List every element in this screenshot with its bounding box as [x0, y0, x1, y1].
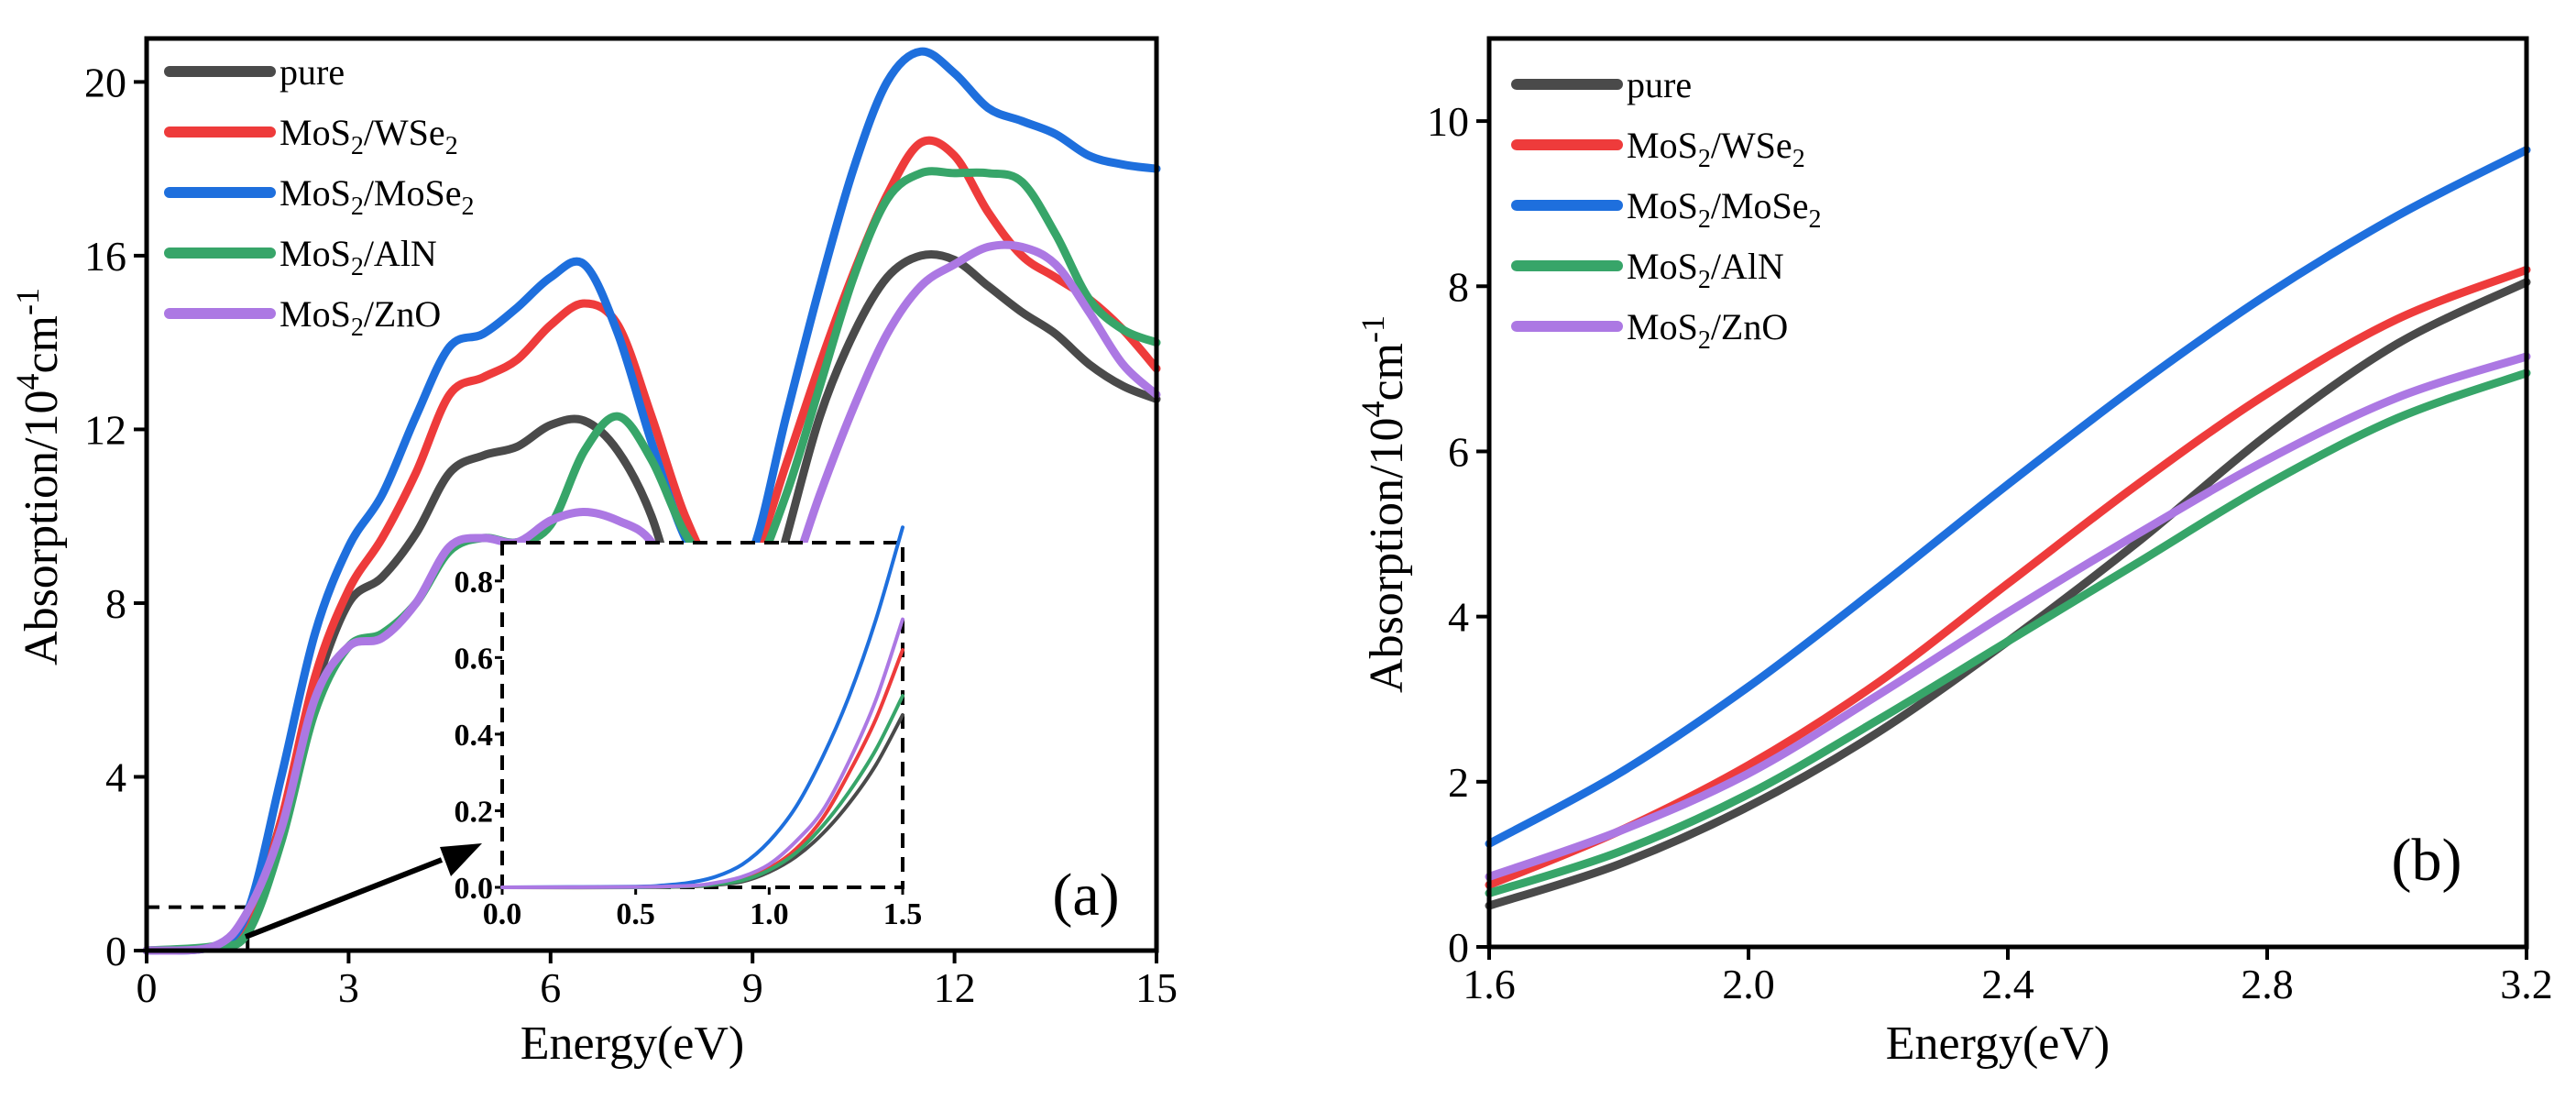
zoom-arrow-line	[244, 857, 444, 940]
inset-ytick-label: 0.6	[455, 642, 494, 676]
panel-a-xtick-label: 15	[1135, 964, 1178, 1011]
inset-xtick-label: 1.5	[883, 897, 923, 931]
ylabel-b-sup2: -1	[1354, 315, 1391, 343]
ylabel-b-unit: cm	[1361, 343, 1413, 402]
panel-a-ytick-label: 20	[84, 59, 126, 105]
panel-b-label: (b)	[2392, 827, 2462, 894]
panel-b-series	[1485, 146, 2531, 910]
inset-xtick-label: 0.0	[483, 897, 522, 931]
zoom-arrow-head	[440, 843, 482, 876]
panel-b-xtick-label: 2.4	[1981, 961, 2034, 1007]
panel-a-legend-label-aln: MoS2/AlN	[280, 233, 437, 281]
panel-b-frame	[1486, 36, 2529, 950]
panel-a-label: (a)	[1052, 862, 1119, 929]
panel-a-xtick-label: 9	[742, 964, 763, 1011]
panel-b-xtick-label: 2.0	[1722, 961, 1775, 1007]
inset-ytick-label: 0.2	[455, 795, 494, 829]
panel-b-xtick-label: 2.8	[2241, 961, 2294, 1007]
panel-b-line-mose2	[1485, 146, 2531, 848]
panel-b-xtick-label: 3.2	[2500, 961, 2553, 1007]
panel-a-xtick-label: 12	[934, 964, 976, 1011]
inset-ytick-label: 0.0	[455, 872, 494, 906]
panel-b-legend: pure MoS2/WSe2 MoS2/MoSe2 MoS2/AlN MoS2/ZnO	[1511, 64, 1822, 355]
panel-a-ytick-label: 8	[105, 580, 126, 627]
inset-ytick-label: 0.8	[455, 566, 494, 600]
inset-background	[502, 543, 903, 887]
panel-a-ytick-label: 16	[84, 233, 126, 280]
panel-b-legend-label-mose2: MoS2/MoSe2	[1627, 185, 1822, 234]
panel-a-xtick-label: 3	[338, 964, 359, 1011]
ylabel-a-unit: cm	[16, 315, 68, 374]
panel-a-inset: 0.0 0.5 1.0 1.5 0.0 0.2 0.4 0.6 0.8	[244, 525, 923, 940]
panel-b-legend-label-pure: pure	[1627, 64, 1692, 105]
panel-a-legend-label-mose2: MoS2/MoSe2	[280, 172, 475, 221]
panel-a-axes: 0 3 6 9 12 15 0 4 8 12 16 20	[84, 36, 1178, 1011]
panel-b-legend-label-wse2: MoS2/WSe2	[1627, 125, 1805, 173]
panel-a-ylabel: Absorption/104cm-1	[9, 288, 68, 666]
panel-a-legend-label-wse2: MoS2/WSe2	[280, 112, 458, 160]
panel-a-xlabel: Energy(eV)	[521, 1018, 745, 1070]
panel-a-legend-label-pure: pure	[280, 51, 345, 93]
ylabel-a-sup2: -1	[9, 288, 46, 315]
panel-a-ytick-label: 4	[105, 754, 126, 800]
panel-a-legend: pure MoS2/WSe2 MoS2/MoSe2 MoS2/AlN MoS2/ZnO	[164, 51, 475, 342]
panel-a-legend-label-zno: MoS2/ZnO	[280, 293, 441, 342]
panel-b-ytick-label: 4	[1448, 594, 1469, 641]
inset-line-zno	[500, 617, 904, 889]
panel-b-line-zno	[1485, 352, 2531, 881]
panel-b-ytick-label: 8	[1448, 263, 1469, 310]
panel-a-line-mose2	[142, 47, 1161, 955]
inset-ytick-label: 0.4	[455, 719, 494, 753]
panel-a-line-aln	[142, 167, 1161, 955]
panel-a-line-wse2	[142, 136, 1161, 955]
ylabel-a-base: Absorption/10	[16, 390, 68, 666]
panel-b-axes: 1.6 2.0 2.4 2.8 3.2 0 2 4 6 8 10	[1427, 36, 2553, 1007]
panel-a-frame	[144, 36, 1159, 953]
panel-b-ytick-label: 6	[1448, 428, 1469, 475]
ylabel-a-sup: 4	[9, 374, 46, 390]
inset-xtick-label: 0.5	[616, 897, 655, 931]
panel-a-xtick-label: 6	[540, 964, 561, 1011]
panel-b-ytick-label: 10	[1427, 98, 1469, 145]
inset-xtick-label: 1.0	[750, 897, 789, 931]
panel-a: 0.0 0.5 1.0 1.5 0.0 0.2 0.4 0.6 0.8 pure MoS2/WSe…	[9, 36, 1178, 1070]
panel-b: pureMoS2/WSe2MoS2/MoSe2MoS2/AlNMoS2/ZnO …	[1354, 36, 2553, 1070]
panel-a-ytick-label: 0	[105, 928, 126, 974]
panel-b-line-aln	[1485, 368, 2531, 897]
panel-b-ylabel: Absorption/104cm-1	[1354, 315, 1413, 693]
panel-a-xtick-label: 0	[137, 964, 158, 1011]
panel-a-highlight	[147, 905, 250, 951]
panel-b-xlabel: Energy(eV)	[1886, 1018, 2110, 1070]
panel-b-xtick-label: 1.6	[1463, 961, 1516, 1007]
panel-b-legend-label-zno: MoS2/ZnO	[1627, 306, 1788, 355]
panel-b-ytick-label: 0	[1448, 924, 1469, 971]
panel-a-zoom-region	[147, 905, 250, 951]
panel-a-ytick-label: 12	[84, 406, 126, 453]
panel-b-legend-label-aln: MoS2/AlN	[1627, 246, 1784, 294]
panel-b-line-pure	[1485, 278, 2531, 910]
panel-b-ytick-label: 2	[1448, 759, 1469, 806]
ylabel-b-sup: 4	[1354, 402, 1391, 418]
ylabel-b-base: Absorption/10	[1361, 418, 1413, 693]
